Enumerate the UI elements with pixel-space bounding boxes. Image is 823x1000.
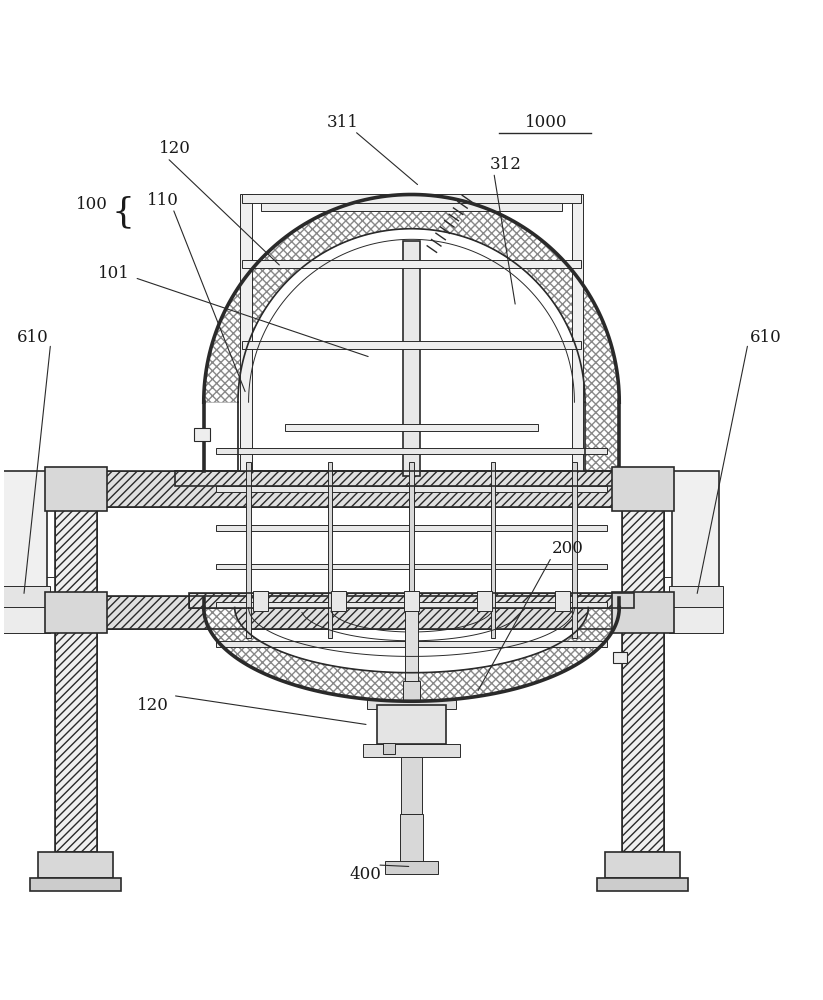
Bar: [0, 607, 49, 633]
Text: 100: 100: [77, 196, 108, 213]
Bar: [175, 471, 648, 486]
Bar: [403, 241, 420, 476]
Bar: [216, 525, 607, 531]
Bar: [242, 260, 581, 268]
Text: 200: 200: [552, 540, 584, 557]
Bar: [555, 591, 570, 611]
Bar: [216, 486, 607, 492]
Text: 110: 110: [147, 192, 179, 209]
Bar: [216, 448, 607, 454]
Bar: [50, 471, 668, 507]
Bar: [669, 607, 723, 633]
Bar: [669, 586, 723, 608]
Bar: [242, 194, 581, 203]
Bar: [175, 471, 648, 486]
Bar: [385, 861, 438, 874]
Bar: [54, 486, 97, 852]
Bar: [45, 467, 107, 511]
Bar: [402, 681, 421, 701]
Bar: [405, 608, 418, 705]
Bar: [189, 593, 634, 608]
Text: 610: 610: [16, 329, 49, 346]
Bar: [572, 462, 577, 638]
Bar: [216, 641, 607, 647]
Bar: [30, 878, 122, 891]
Bar: [39, 852, 114, 878]
Bar: [377, 705, 446, 744]
Bar: [286, 424, 537, 431]
Bar: [612, 592, 674, 633]
Bar: [404, 591, 419, 611]
Bar: [331, 591, 346, 611]
Text: 400: 400: [349, 866, 381, 883]
Bar: [328, 462, 332, 638]
Bar: [672, 471, 719, 588]
Bar: [367, 700, 456, 709]
Bar: [240, 194, 252, 471]
Bar: [606, 852, 681, 878]
Bar: [612, 652, 627, 663]
Text: {: {: [112, 195, 135, 229]
Bar: [50, 596, 668, 629]
Bar: [477, 591, 492, 611]
Text: 120: 120: [137, 697, 169, 714]
Bar: [0, 586, 49, 608]
Bar: [253, 591, 268, 611]
Bar: [401, 757, 422, 814]
Bar: [45, 592, 107, 633]
Bar: [50, 596, 668, 629]
Bar: [572, 194, 584, 471]
Bar: [216, 564, 607, 569]
Bar: [0, 471, 47, 588]
Text: 312: 312: [490, 156, 522, 173]
Bar: [194, 428, 211, 441]
Bar: [261, 203, 562, 211]
Text: 311: 311: [326, 114, 358, 131]
Bar: [50, 471, 668, 507]
Bar: [409, 462, 414, 638]
Bar: [400, 814, 423, 863]
Polygon shape: [204, 608, 619, 701]
Bar: [242, 341, 581, 349]
Text: 1000: 1000: [525, 114, 567, 131]
Bar: [246, 462, 251, 638]
Bar: [621, 486, 664, 852]
Bar: [597, 878, 689, 891]
Bar: [189, 593, 634, 608]
Bar: [491, 462, 495, 638]
Polygon shape: [204, 195, 619, 471]
Bar: [54, 486, 97, 852]
Bar: [612, 467, 674, 511]
Text: 120: 120: [160, 140, 191, 157]
Text: 610: 610: [750, 329, 782, 346]
Bar: [216, 602, 607, 608]
Bar: [363, 744, 460, 757]
Bar: [621, 486, 664, 852]
Bar: [384, 743, 395, 754]
Text: 101: 101: [98, 265, 130, 282]
